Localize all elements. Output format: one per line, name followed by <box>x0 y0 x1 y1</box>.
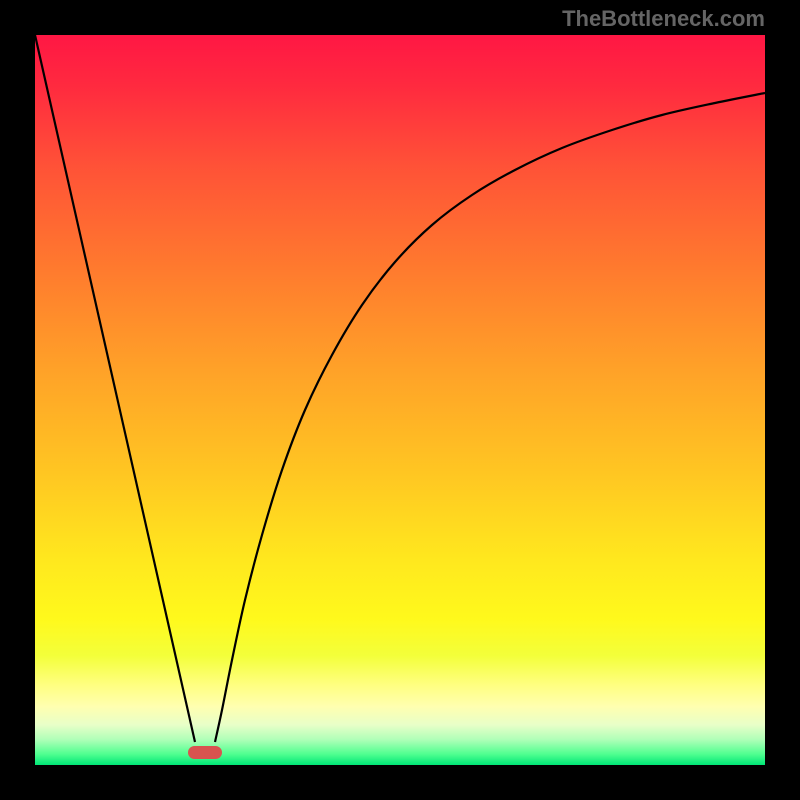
plot-gradient-area <box>0 0 800 800</box>
chart-container: TheBottleneck.com <box>0 0 800 800</box>
plot-rect <box>35 35 765 765</box>
watermark-text: TheBottleneck.com <box>562 6 765 32</box>
dip-marker <box>188 746 222 759</box>
